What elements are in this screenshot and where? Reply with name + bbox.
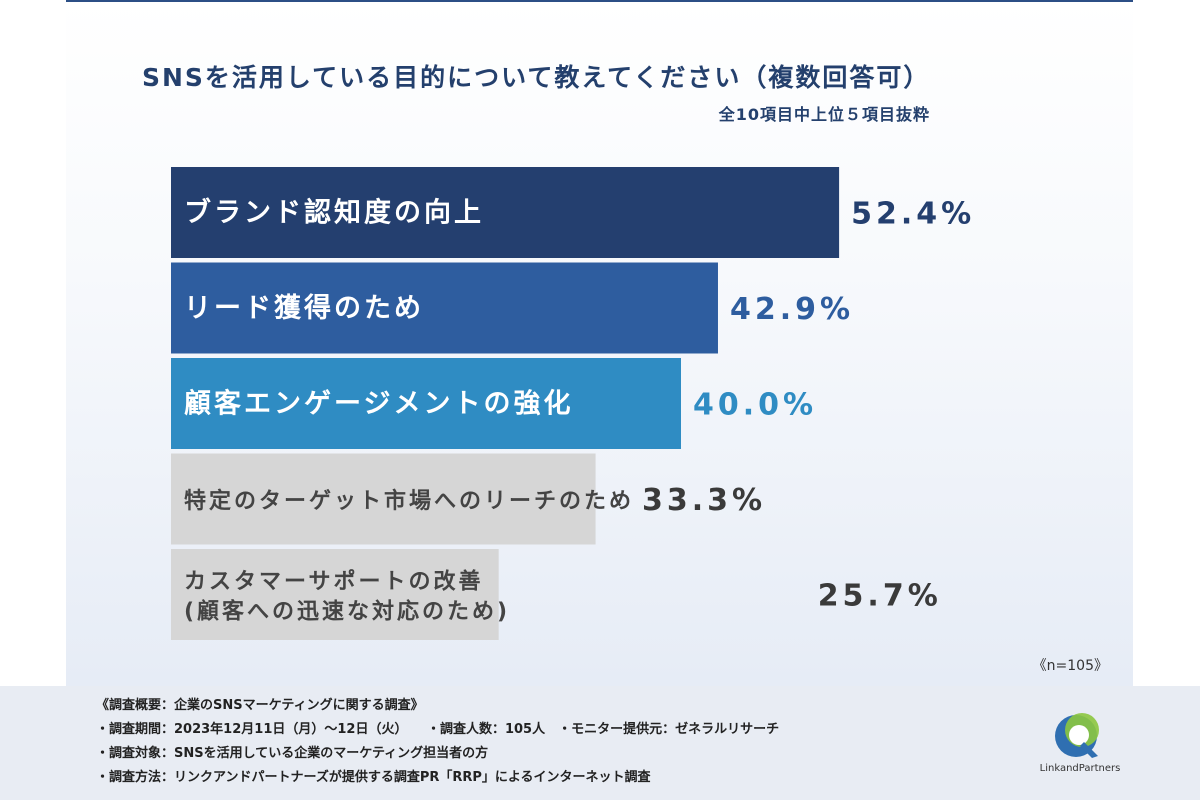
sample-size-label: 《n=105》 xyxy=(1032,658,1108,674)
value-label-1: 52.4% xyxy=(851,197,975,232)
panel-top-border xyxy=(66,0,1133,2)
value-label-2: 42.9% xyxy=(730,292,854,327)
survey-note-method: ・調査方法：リンクアンドパートナーズが提供する調査PR「RRP」によるインターネ… xyxy=(96,770,651,785)
value-label-5: 25.7% xyxy=(818,579,942,614)
bar-chart: ブランド認知度の向上 52.4% リード獲得のため 42.9% 顧客エンゲージメントの強… xyxy=(171,167,975,640)
bar-2 xyxy=(171,262,718,354)
company-logo: LinkandPartners xyxy=(1038,706,1122,778)
survey-footer xyxy=(0,686,1200,800)
survey-notes: 《調査概要：企業のSNSマーケティングに関する調査》 ・調査期間：2023年12… xyxy=(96,694,779,790)
logo-wordmark: LinkandPartners xyxy=(1039,763,1121,774)
survey-note-period: ・調査期間：2023年12月11日（月）～12日（火） ・調査人数：105人 ・… xyxy=(96,722,780,737)
survey-note-overview: 《調査概要：企業のSNSマーケティングに関する調査》 xyxy=(96,698,424,713)
bar-3 xyxy=(171,358,681,449)
chart-subtitle: 全10項目中上位５項目抜粋 xyxy=(718,105,930,124)
category-label-5: カスタマーサポートの改善(顧客への迅速な対応のため) xyxy=(184,569,510,625)
survey-note-target: ・調査対象：SNSを活用している企業のマーケティング担当者の方 xyxy=(96,746,489,761)
logo-mark-icon xyxy=(1055,713,1099,758)
category-label-2: リード獲得のため xyxy=(184,293,424,324)
bar-5 xyxy=(171,549,499,640)
value-label-3: 40.0% xyxy=(693,388,817,423)
category-label-3: 顧客エンゲージメントの強化 xyxy=(184,388,573,420)
category-label-4: 特定のターゲット市場へのリーチのため xyxy=(184,488,634,514)
bar-4 xyxy=(171,453,596,545)
category-label-1: ブランド認知度の向上 xyxy=(184,197,484,229)
chart-title: SNSを活用している目的について教えてください（複数回答可） xyxy=(142,63,931,92)
bar-1 xyxy=(171,167,840,258)
value-label-4: 33.3% xyxy=(642,483,766,518)
